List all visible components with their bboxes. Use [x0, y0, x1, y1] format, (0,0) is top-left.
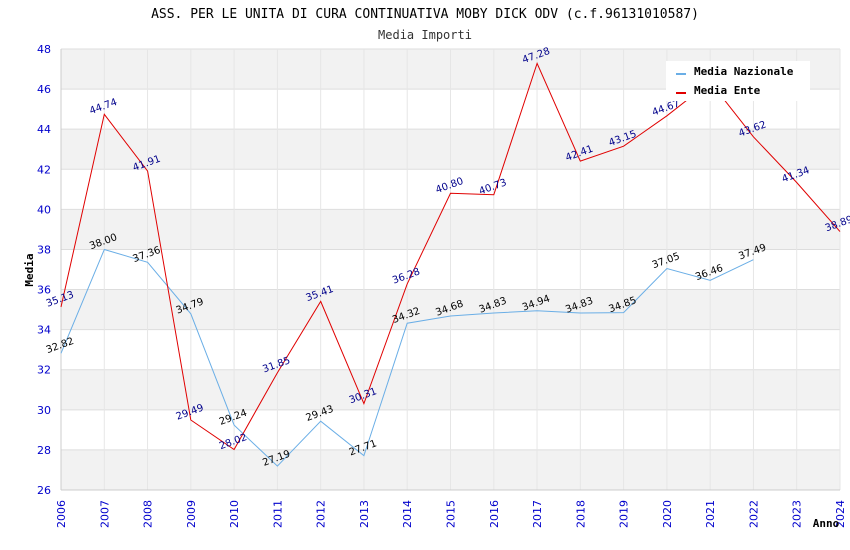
x-tick-label: 2011 — [271, 500, 284, 528]
chart-title: ASS. PER LE UNITA DI CURA CONTINUATIVA M… — [151, 7, 699, 22]
x-tick-label: 2006 — [55, 500, 68, 528]
y-tick-label: 48 — [37, 43, 51, 56]
x-tick-label: 2019 — [618, 500, 631, 528]
y-tick-label: 38 — [37, 243, 51, 256]
chart-subtitle: Media Importi — [378, 28, 472, 42]
x-tick-label: 2023 — [791, 500, 804, 528]
x-tick-label: 2009 — [185, 500, 198, 528]
y-tick-label: 44 — [37, 123, 51, 136]
x-tick-label: 2012 — [315, 500, 328, 528]
x-tick-label: 2022 — [747, 500, 760, 528]
legend: Media Nazionale Media Ente — [666, 61, 810, 101]
y-tick-label: 30 — [37, 404, 51, 417]
x-axis-title: Anno — [813, 517, 840, 530]
y-axis-title: Media — [23, 253, 36, 286]
y-tick-label: 36 — [37, 284, 51, 297]
y-tick-label: 40 — [37, 203, 51, 216]
x-tick-label: 2013 — [358, 500, 371, 528]
x-tick-label: 2008 — [142, 500, 155, 528]
x-tick-label: 2018 — [574, 500, 587, 528]
axes: 26 28 30 32 34 36 38 40 42 44 46 48 2006 2007 2008 2009… — [37, 43, 847, 528]
y-tick-label: 42 — [37, 163, 51, 176]
series-line-media-nazionale — [60, 248, 754, 467]
x-tick-label: 2015 — [445, 500, 458, 528]
x-tick-label: 2021 — [704, 500, 717, 528]
x-tick-label: 2007 — [98, 500, 111, 528]
y-tick-label: 32 — [37, 364, 51, 377]
legend-label: Media Ente — [694, 84, 761, 97]
x-tick-label: 2010 — [228, 500, 241, 528]
x-tick-label: 2017 — [531, 500, 544, 528]
y-tick-label: 28 — [37, 444, 51, 457]
x-tick-label: 2016 — [488, 500, 501, 528]
x-tick-label: 2014 — [401, 500, 414, 528]
y-tick-label: 34 — [37, 324, 51, 337]
x-tick-label: 2020 — [661, 500, 674, 528]
y-tick-label: 46 — [37, 83, 51, 96]
x-tick-label: 2024 — [834, 500, 847, 528]
y-tick-label: 26 — [37, 484, 51, 497]
legend-box — [666, 61, 810, 101]
legend-label: Media Nazionale — [694, 65, 794, 78]
